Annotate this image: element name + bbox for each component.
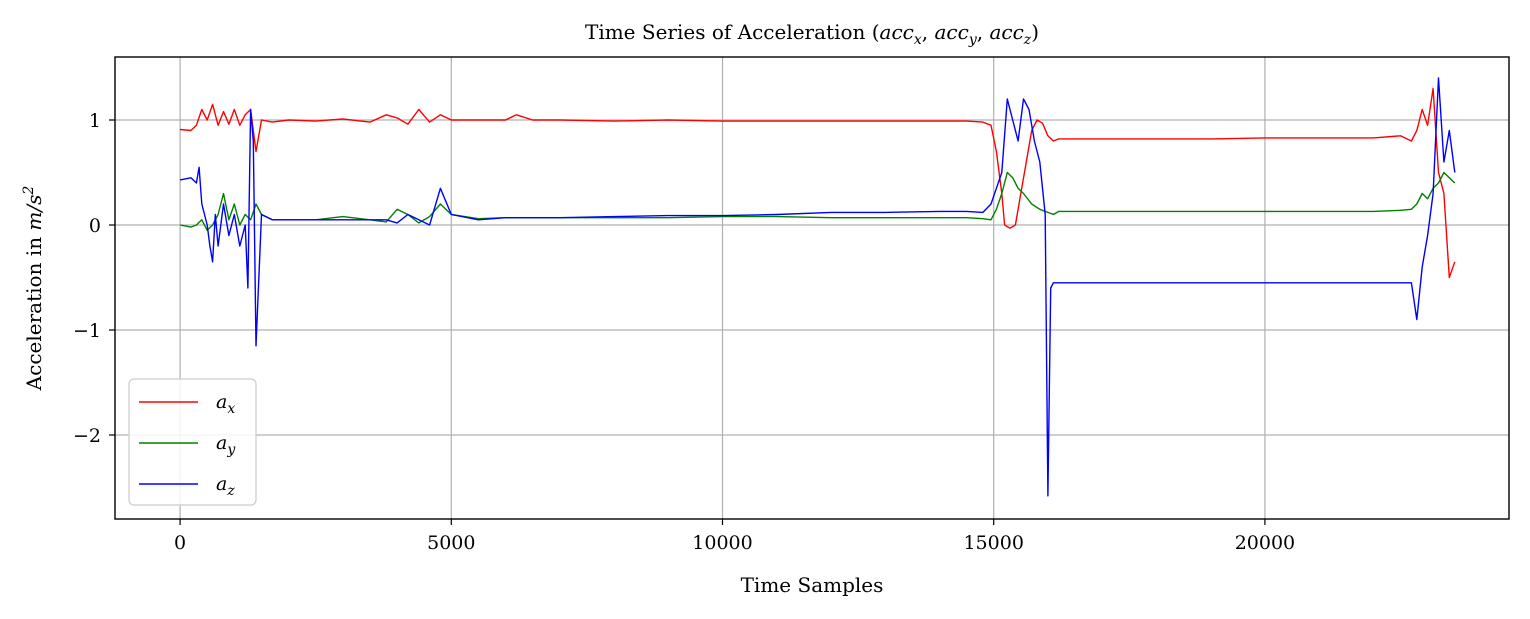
chart-title-accy: acc	[935, 20, 969, 44]
chart-title-suffix: )	[1031, 20, 1039, 44]
legend-label-base: a	[216, 432, 227, 454]
x-tick-label: 0	[174, 532, 186, 554]
legend-label-az: az	[216, 473, 235, 499]
y-axis-title-unit: m/s	[22, 195, 46, 231]
legend-box	[128, 378, 257, 506]
legend-label-base: a	[216, 391, 227, 413]
y-tick-label: 0	[89, 215, 101, 237]
series-layer	[179, 77, 1456, 497]
y-axis-title: Acceleration in m/s2	[21, 186, 46, 392]
y-tick-label: −2	[73, 425, 101, 447]
x-axis-title: Time Samples	[741, 573, 884, 597]
x-tick-label: 15000	[963, 532, 1023, 554]
chart-title-sep2: ,	[977, 20, 990, 44]
y-axis-title-exp: 2	[21, 186, 37, 196]
legend-label-ax: ax	[216, 391, 235, 417]
plot-frame	[114, 56, 1510, 520]
y-tick-label: −1	[73, 320, 101, 342]
legend-label-sub: z	[226, 483, 235, 499]
legend-label-sub: x	[227, 401, 235, 417]
x-tick-label: 20000	[1235, 532, 1295, 554]
chart-title-prefix: Time Series of Acceleration (	[585, 20, 880, 44]
chart-title-accy-sub: y	[968, 32, 978, 48]
y-tick-label: 1	[89, 110, 101, 132]
legend-label-sub: y	[226, 442, 236, 458]
chart-title: Time Series of Acceleration (accx, accy,…	[585, 20, 1039, 48]
x-tick-label: 10000	[692, 532, 752, 554]
series-line-ay	[179, 171, 1456, 231]
tick-layer: 0 5000 10000 15000 20000 1 0 −1 −2	[73, 110, 1295, 554]
series-line-az	[179, 77, 1456, 497]
x-tick-label: 5000	[427, 532, 475, 554]
chart-title-accx-sub: x	[914, 32, 922, 48]
legend-label-ay: ay	[216, 432, 236, 458]
series-line-ax	[180, 87, 1456, 279]
legend-label-base: a	[216, 473, 227, 495]
chart-title-accx: acc	[880, 20, 914, 44]
y-axis-title-text: Acceleration in	[22, 231, 46, 392]
chart-title-sep1: ,	[922, 20, 935, 44]
chart-title-accz-sub: z	[1023, 32, 1032, 48]
chart-title-accz: acc	[989, 20, 1023, 44]
